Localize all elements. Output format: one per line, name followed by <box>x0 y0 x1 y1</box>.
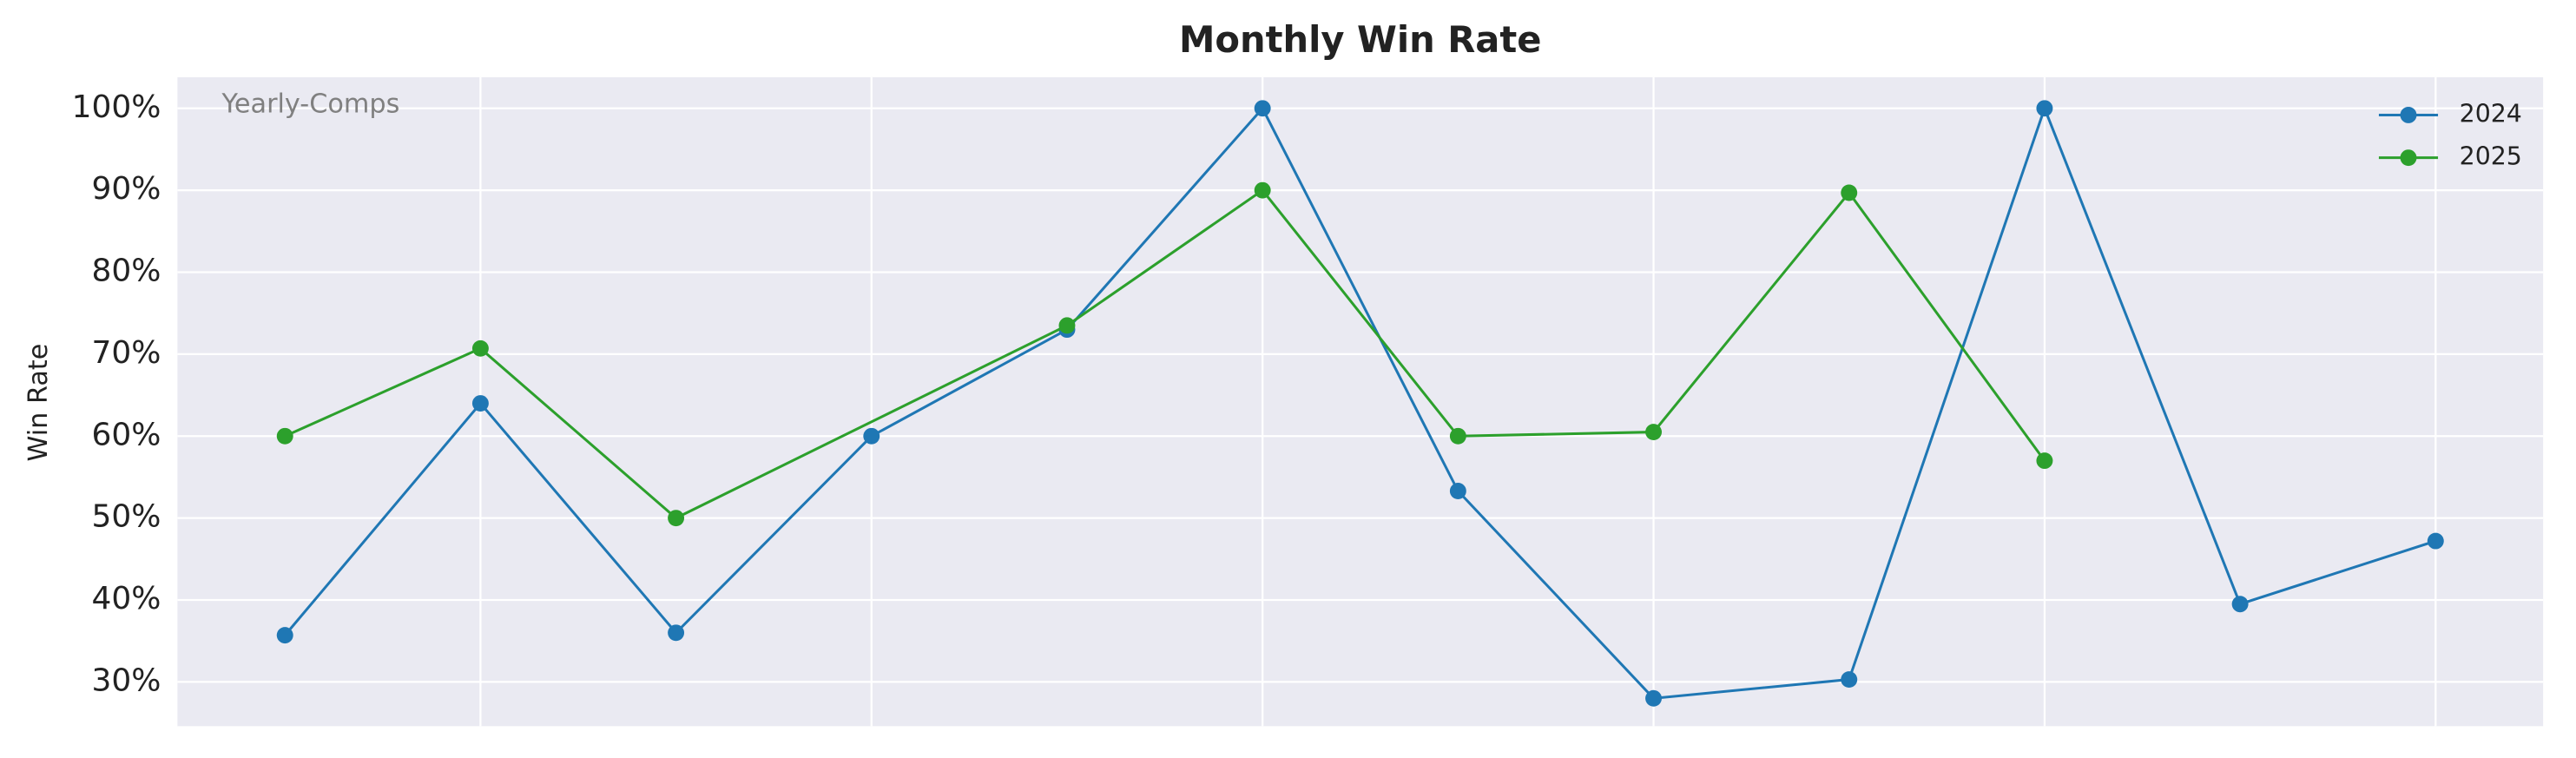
point <box>1058 317 1076 334</box>
point <box>276 427 293 445</box>
point <box>1449 427 1466 445</box>
y-tick-label: 30% <box>92 662 161 698</box>
point <box>1254 100 1271 117</box>
point <box>863 427 880 445</box>
y-tick-label: 60% <box>92 417 161 452</box>
y-tick-label: 50% <box>92 499 161 535</box>
legend-marker <box>2400 106 2417 123</box>
point <box>2036 100 2053 117</box>
point <box>1254 181 1271 199</box>
y-axis-label: Win Rate <box>23 344 54 462</box>
chart-title: Monthly Win Rate <box>1179 18 1542 61</box>
point <box>2231 596 2249 613</box>
y-tick-label: 80% <box>92 254 161 289</box>
y-tick-label: 100% <box>72 89 161 125</box>
legend: 2024 2025 <box>2378 99 2522 171</box>
point <box>668 624 685 642</box>
point <box>668 510 685 527</box>
point <box>1841 671 1858 689</box>
point <box>1449 483 1466 499</box>
point <box>471 395 489 412</box>
marks <box>276 100 2444 707</box>
point <box>276 627 293 644</box>
plot-area <box>177 76 2544 727</box>
point <box>2036 452 2053 470</box>
series-line <box>284 104 2436 700</box>
legend-marker <box>2400 149 2417 167</box>
y-tick-label: 70% <box>92 335 161 371</box>
point <box>1645 689 1663 707</box>
annotation: Yearly-Comps <box>221 89 399 120</box>
point <box>2427 532 2444 550</box>
point <box>1645 424 1663 441</box>
legend-label: 2024 <box>2460 99 2522 128</box>
y-tick-label: 40% <box>92 581 161 616</box>
legend-label: 2025 <box>2460 142 2522 171</box>
y-tick-label: 90% <box>92 171 161 207</box>
point <box>471 339 489 357</box>
point <box>1841 184 1858 201</box>
